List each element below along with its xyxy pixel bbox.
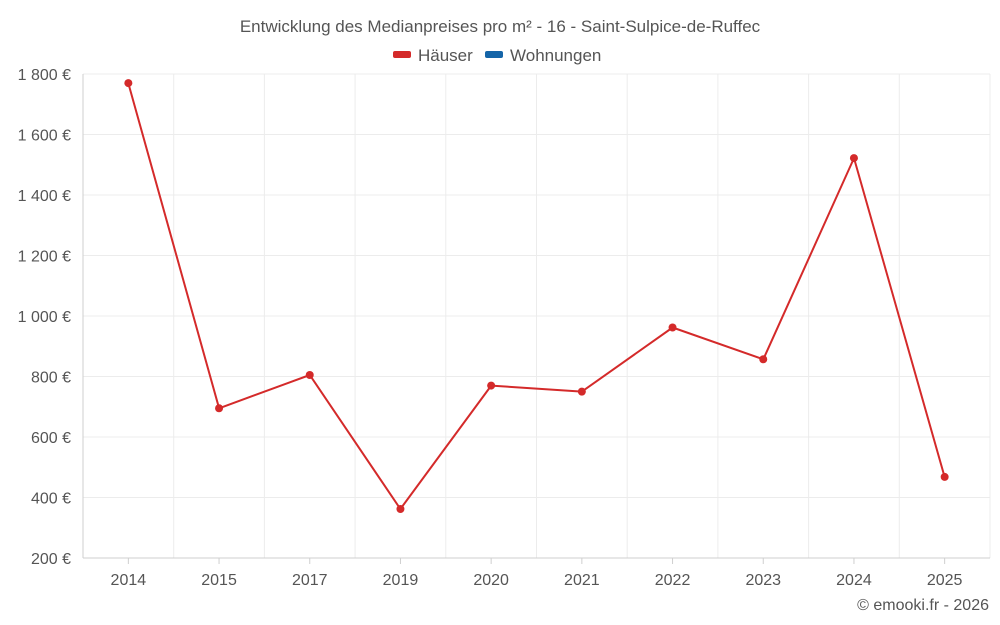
series-line-haeuser: [127, 82, 946, 510]
y-tick-label: 1 800 €: [18, 67, 71, 84]
data-point-haeuser[interactable]: [577, 387, 586, 396]
legend-label-wohnungen: Wohnungen: [510, 46, 601, 65]
data-point-haeuser[interactable]: [668, 323, 677, 332]
data-point-haeuser[interactable]: [940, 472, 949, 481]
data-point-haeuser[interactable]: [124, 79, 133, 88]
x-tick-label: 2024: [836, 572, 872, 589]
x-tick-label: 2021: [564, 572, 600, 589]
data-point-haeuser[interactable]: [215, 404, 224, 413]
data-point-haeuser[interactable]: [849, 154, 858, 163]
x-tick-label: 2017: [292, 572, 328, 589]
legend-swatch-wohnungen: [485, 51, 503, 58]
y-tick-label: 1 600 €: [18, 128, 71, 145]
data-point-haeuser[interactable]: [396, 504, 405, 513]
grid: [82, 73, 991, 559]
legend-label-haeuser: Häuser: [418, 46, 473, 65]
x-tick-label: 2023: [745, 572, 781, 589]
credit-text: © emooki.fr - 2026: [857, 597, 989, 614]
y-tick-label: 800 €: [31, 370, 71, 387]
series-haeuser: [124, 79, 949, 513]
y-tick-label: 1 400 €: [18, 188, 71, 205]
y-axis: 1 800 € 1 600 € 1 400 € 1 200 € 1 000 € 800 €…: [18, 67, 84, 568]
x-tick-label: 2025: [927, 572, 963, 589]
x-tick-label: 2014: [111, 572, 147, 589]
x-tick-label: 2015: [201, 572, 237, 589]
x-tick-label: 2022: [655, 572, 691, 589]
data-point-haeuser[interactable]: [759, 355, 768, 364]
y-tick-label: 400 €: [31, 491, 71, 508]
legend-item-haeuser[interactable]: Häuser: [393, 46, 473, 65]
chart-title: Entwicklung des Medianpreises pro m² - 1…: [240, 17, 761, 36]
legend-swatch-haeuser: [393, 51, 411, 58]
x-axis: 2014 2015 2017 2019 2020 2021 2022 2023 2024 2025: [83, 557, 990, 589]
x-tick-label: 2019: [383, 572, 419, 589]
data-point-haeuser[interactable]: [305, 370, 314, 379]
y-tick-label: 1 200 €: [18, 249, 71, 266]
y-tick-label: 600 €: [31, 430, 71, 447]
y-tick-label: 1 000 €: [18, 309, 71, 326]
y-tick-label: 200 €: [31, 551, 71, 568]
data-point-haeuser[interactable]: [487, 381, 496, 390]
legend-item-wohnungen[interactable]: Wohnungen: [485, 46, 601, 65]
x-tick-label: 2020: [473, 572, 509, 589]
legend: Häuser Wohnungen: [393, 46, 601, 65]
